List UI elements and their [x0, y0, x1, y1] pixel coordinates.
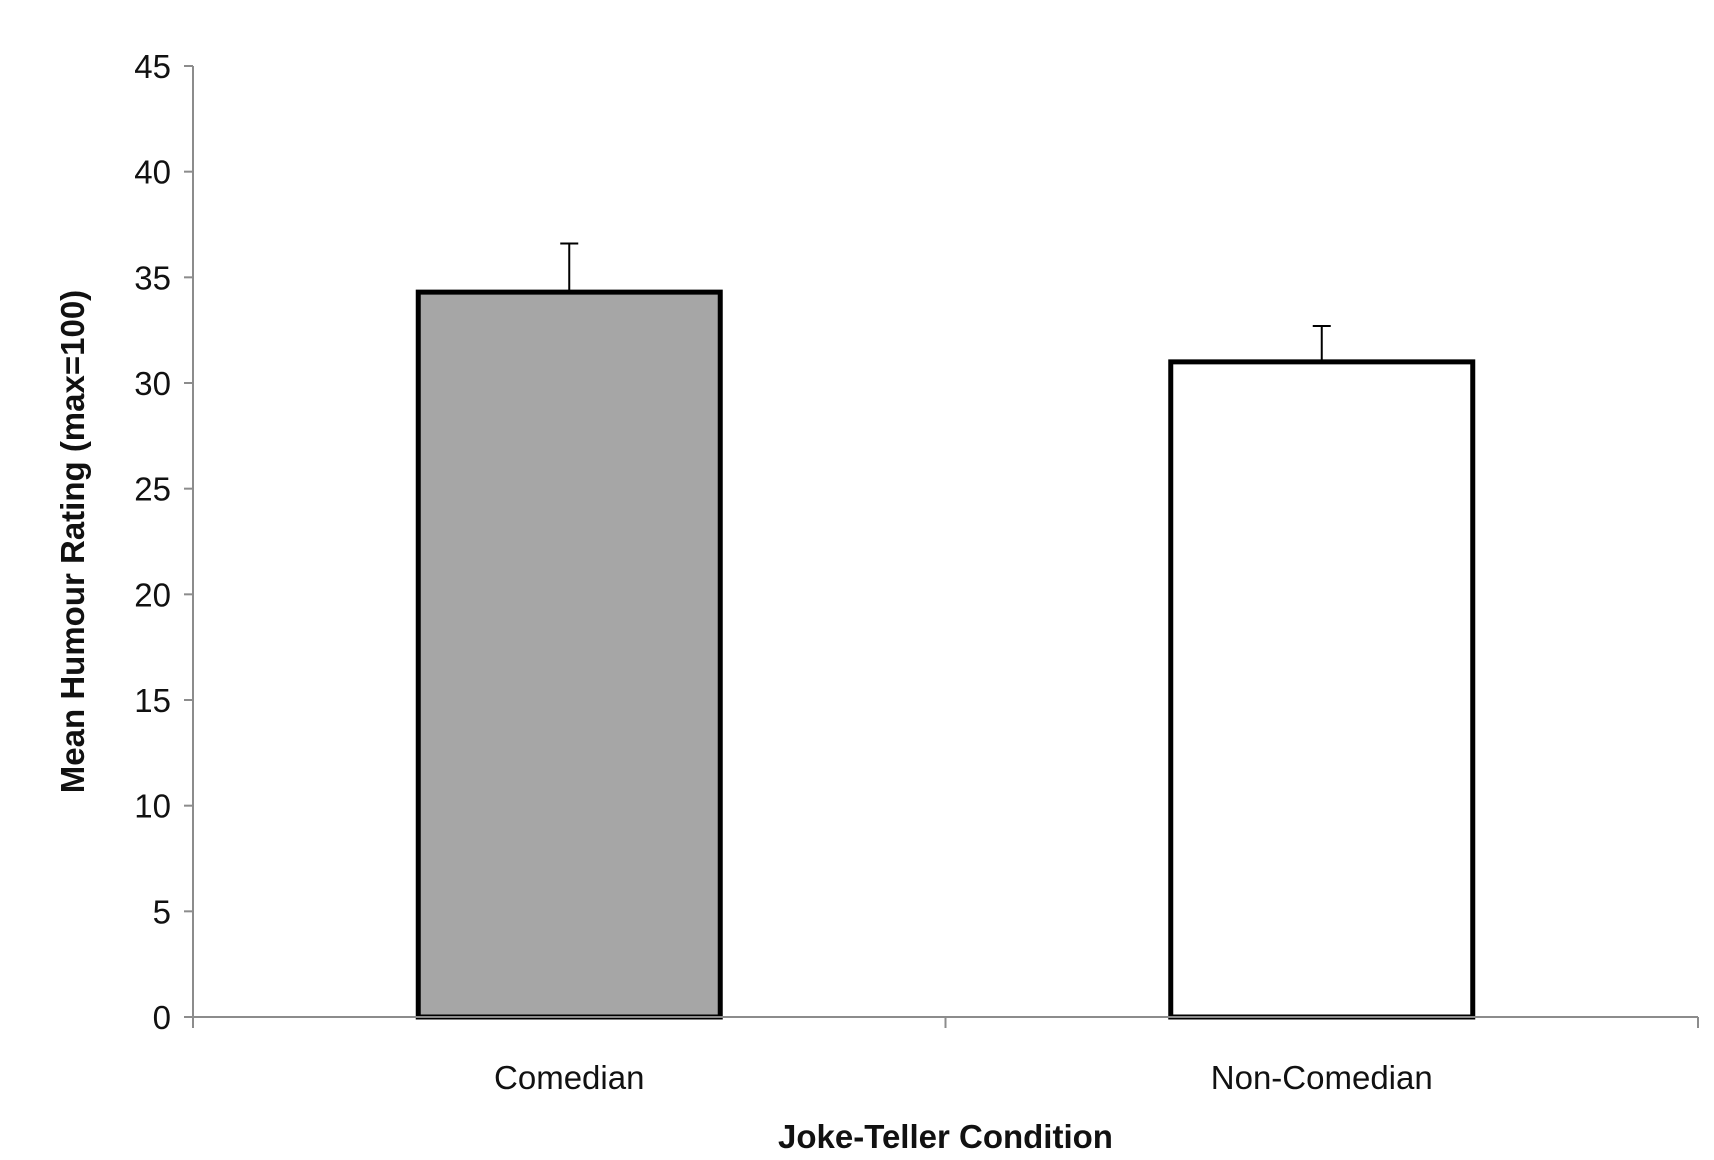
y-tick-label: 5: [153, 893, 171, 930]
y-tick-label: 25: [134, 471, 171, 508]
x-axis-ticks: Comedian Non-Comedian: [192, 1017, 1699, 1096]
bars: [415, 289, 1476, 1020]
bar-comedian: [415, 289, 723, 1020]
x-axis-title: Joke-Teller Condition: [778, 1118, 1113, 1155]
y-tick-label: 10: [134, 788, 171, 825]
x-tick-label: Non-Comedian: [1211, 1059, 1433, 1096]
error-bars: [560, 242, 1331, 362]
y-tick-label: 30: [134, 365, 171, 402]
x-tick-label: Comedian: [494, 1059, 644, 1096]
y-tick-label: 35: [134, 259, 171, 296]
y-tick-label: 15: [134, 682, 171, 719]
y-tick-label: 40: [134, 154, 171, 191]
y-axis-title: Mean Humour Rating (max=100): [54, 290, 91, 793]
y-axis-ticks: 0 5 10 15 20 25 30 35 40 45: [134, 48, 193, 1036]
y-tick-label: 45: [134, 48, 171, 85]
y-tick-label: 20: [134, 576, 171, 613]
bar-non-comedian: [1168, 359, 1476, 1020]
y-tick-label: 0: [153, 999, 171, 1036]
